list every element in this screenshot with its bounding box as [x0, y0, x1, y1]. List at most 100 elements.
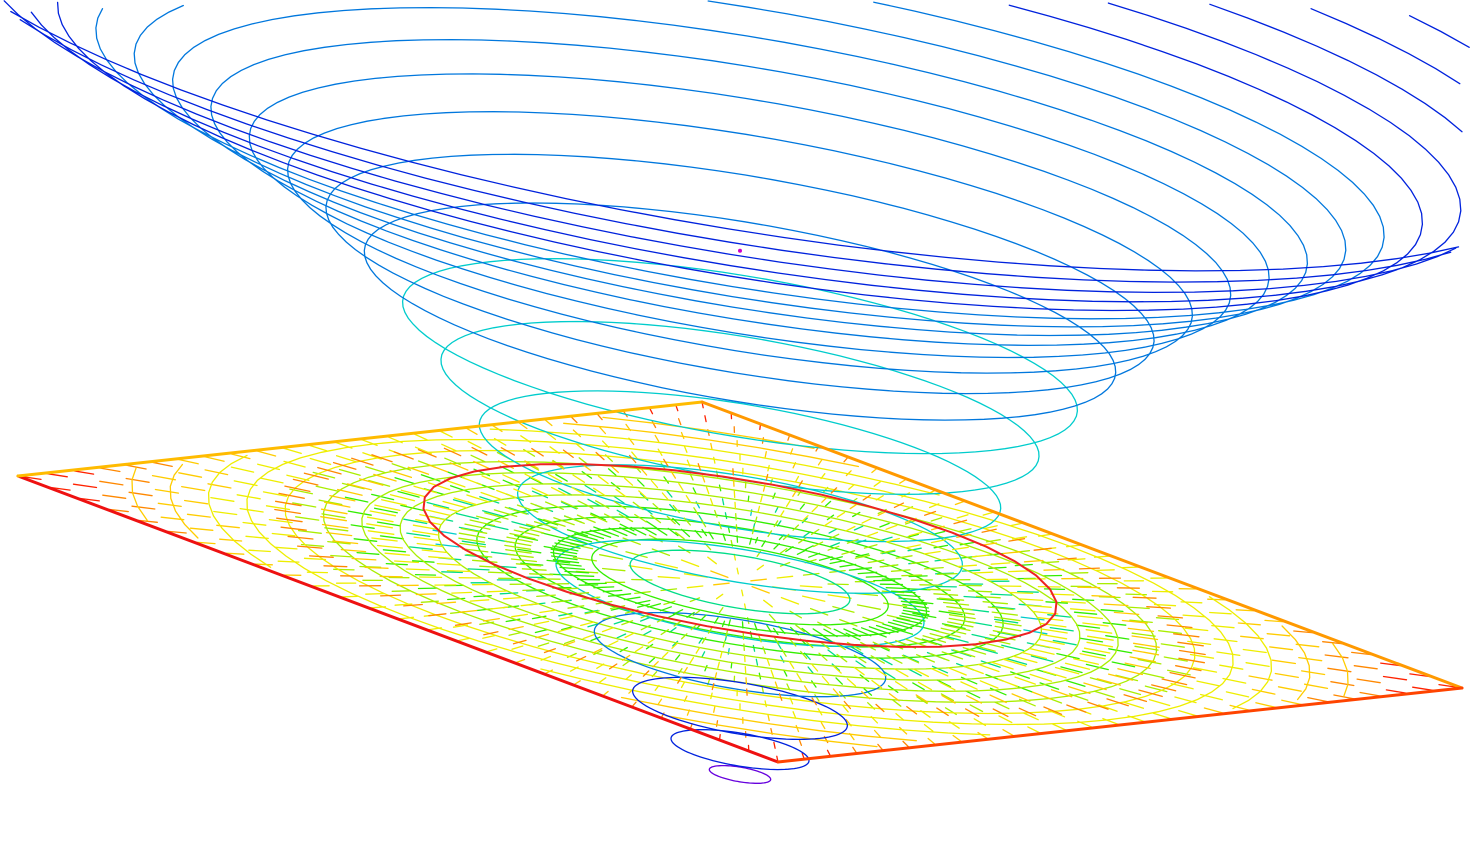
field-arrow [875, 731, 881, 737]
field-arrow [381, 536, 404, 539]
field-arrow [649, 658, 654, 663]
gradient-arrow [416, 594, 436, 595]
gradient-arrow [281, 527, 306, 530]
field-arrow [765, 452, 766, 457]
gradient-arrow [825, 521, 832, 526]
field-arrow [762, 687, 763, 693]
gradient-arrow [718, 662, 720, 668]
gradient-arrow [1097, 679, 1120, 685]
field-arrow [679, 546, 690, 553]
gradient-arrow [761, 496, 763, 502]
field-arrow [623, 661, 629, 665]
gradient-arrow [368, 517, 394, 522]
surface-wireframe-rings [4, 1, 1469, 784]
field-arrow [509, 633, 521, 636]
field-arrow [185, 501, 208, 504]
field-arrow [1018, 592, 1038, 593]
gradient-arrow [797, 550, 806, 554]
gradient-arrow [906, 545, 920, 548]
field-arrow [803, 596, 825, 601]
field-arrow [880, 523, 889, 527]
field-arrow [756, 659, 757, 665]
field-arrow [658, 577, 679, 578]
gradient-arrow [490, 607, 507, 609]
gradient-arrow [447, 571, 470, 572]
gradient-arrow [536, 634, 549, 637]
gradient-arrow [408, 467, 428, 474]
gradient-arrow [1084, 683, 1106, 690]
field-arrow [530, 477, 543, 484]
field-arrow [369, 481, 390, 487]
field-arrow [796, 477, 799, 482]
field-arrow [538, 643, 548, 646]
gradient-arrow [840, 564, 856, 566]
gradient-arrow [406, 569, 429, 570]
field-arrow [562, 502, 577, 509]
field-arrow [155, 490, 178, 494]
field-arrow [682, 682, 685, 687]
gradient-arrow [288, 537, 313, 540]
field-arrow [1246, 663, 1269, 667]
gradient-arrow [461, 529, 486, 534]
field-arrow [828, 595, 851, 598]
field-arrow [386, 564, 407, 565]
gradient-arrow [460, 611, 477, 613]
field-arrow [535, 630, 547, 633]
field-arrow [272, 534, 294, 536]
gradient-arrow [360, 479, 383, 485]
gradient-arrow [508, 554, 533, 557]
field-arrow [205, 470, 228, 475]
gradient-arrow [616, 489, 626, 496]
gradient-arrow [470, 520, 495, 526]
gradient-arrow [880, 565, 897, 567]
apex-marker [738, 249, 742, 253]
field-arrow [1103, 623, 1126, 626]
gradient-arrow [504, 598, 522, 599]
field-arrow [340, 470, 361, 476]
gradient-arrow [696, 648, 699, 654]
gradient-arrow [1071, 609, 1095, 611]
gradient-arrow [889, 622, 912, 628]
gradient-arrow [822, 497, 827, 502]
field-arrow [714, 583, 729, 585]
gradient-arrow [812, 506, 817, 511]
field-arrow [1302, 671, 1325, 675]
field-arrow [132, 506, 155, 509]
field-arrow [819, 460, 822, 465]
gradient-arrow [459, 533, 485, 537]
gradient-arrow [679, 484, 683, 491]
gradient-arrow [322, 509, 348, 514]
field-arrow [829, 529, 836, 533]
gradient-arrow [378, 546, 403, 549]
gradient-arrow [964, 666, 983, 673]
field-arrow [325, 528, 348, 531]
gradient-arrow [854, 668, 864, 675]
gradient-arrow [625, 633, 634, 637]
gradient-arrow [774, 544, 779, 549]
field-arrow [737, 568, 738, 574]
gradient-arrow [1009, 571, 1029, 572]
field-arrow [849, 485, 854, 490]
field-arrow [211, 498, 234, 502]
gradient-arrow [1092, 596, 1115, 597]
gradient-arrow [902, 575, 922, 576]
gradient-arrow [949, 668, 967, 675]
field-arrow [793, 712, 795, 718]
gradient-arrow [766, 475, 768, 481]
field-arrow [917, 697, 927, 704]
gradient-arrow [653, 504, 661, 511]
field-arrow [970, 705, 982, 712]
field-arrow [1126, 594, 1146, 595]
field-arrow [777, 576, 792, 578]
gradient-arrow [583, 635, 594, 639]
field-arrow [714, 457, 715, 463]
field-arrow [931, 518, 941, 521]
gradient-arrow [862, 519, 871, 523]
gradient-arrow [1180, 651, 1206, 655]
gradient-arrow [374, 474, 396, 481]
field-arrow [765, 701, 766, 707]
field-arrow [457, 514, 479, 519]
surface-ring [364, 203, 1115, 420]
gradient-arrow [1124, 695, 1146, 702]
field-arrow [1132, 633, 1155, 636]
